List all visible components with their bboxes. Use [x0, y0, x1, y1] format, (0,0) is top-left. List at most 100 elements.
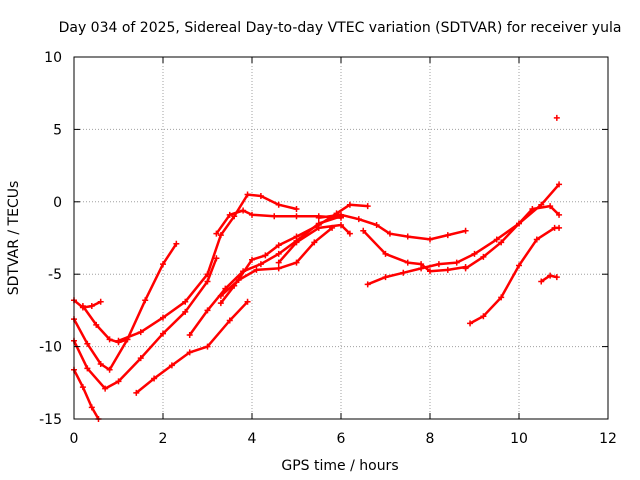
data-point	[404, 233, 411, 240]
data-point	[498, 239, 505, 246]
data-point	[88, 404, 95, 411]
series-line-s5	[72, 368, 100, 421]
y-tick-label: 5	[53, 122, 62, 138]
data-point	[235, 276, 242, 283]
data-series	[71, 114, 563, 422]
data-point	[160, 330, 166, 337]
data-point	[275, 259, 282, 266]
data-point	[553, 114, 560, 121]
data-point	[293, 213, 300, 220]
data-point	[556, 211, 563, 218]
x-tick-labels: 0 2 4 6 8 10 12	[70, 431, 617, 447]
data-point	[249, 211, 255, 218]
data-point	[553, 274, 560, 281]
data-point	[556, 181, 563, 188]
data-point	[293, 259, 300, 266]
data-point	[84, 340, 91, 347]
data-point	[168, 362, 175, 369]
x-axis-label: GPS time / hours	[281, 458, 398, 474]
x-tick-label: 8	[426, 431, 435, 447]
data-point	[364, 203, 371, 210]
data-point	[418, 265, 425, 272]
data-point	[217, 300, 224, 307]
data-point	[173, 240, 180, 247]
data-point	[382, 274, 389, 281]
y-tick-labels: -15 -10 -5 0 5 10	[39, 50, 62, 428]
data-point	[462, 227, 469, 234]
data-point	[355, 216, 362, 223]
series-line-s8	[188, 215, 343, 337]
data-point	[115, 378, 122, 385]
series-line-s16	[464, 204, 561, 270]
data-point	[97, 360, 104, 367]
data-point	[360, 227, 367, 234]
data-point	[480, 253, 487, 260]
data-point	[79, 303, 86, 310]
data-point	[556, 224, 563, 231]
data-point	[253, 266, 260, 273]
series-line-s3	[72, 242, 178, 372]
data-point	[453, 259, 460, 266]
grid-lines	[74, 57, 608, 419]
data-point	[257, 261, 264, 268]
data-point	[338, 221, 344, 228]
data-point	[244, 298, 251, 305]
data-point	[382, 250, 389, 257]
data-point	[182, 308, 189, 315]
data-point	[480, 313, 487, 320]
data-point	[516, 262, 522, 269]
data-point	[275, 242, 282, 249]
chart-title: Day 034 of 2025, Sidereal Day-to-day VTE…	[59, 20, 622, 36]
data-point	[346, 230, 353, 237]
data-point	[293, 206, 300, 213]
data-point	[257, 193, 264, 200]
data-point	[186, 349, 193, 356]
data-point	[182, 298, 189, 305]
data-point	[226, 211, 233, 218]
data-point	[404, 259, 411, 266]
data-point	[547, 203, 554, 210]
data-point	[444, 232, 451, 239]
data-point	[204, 271, 211, 278]
data-point	[142, 297, 149, 304]
data-point	[160, 261, 166, 268]
data-point	[293, 233, 300, 240]
data-point	[84, 365, 91, 372]
data-point	[262, 252, 269, 259]
data-point	[137, 329, 144, 336]
data-point	[213, 255, 220, 262]
data-point	[97, 298, 104, 305]
data-point	[213, 230, 220, 237]
x-tick-label: 2	[159, 431, 168, 447]
data-point	[151, 375, 158, 382]
data-point	[204, 343, 211, 350]
data-point	[204, 278, 211, 285]
data-point	[533, 236, 540, 243]
y-tick-label: -15	[39, 412, 62, 428]
data-point	[249, 256, 255, 263]
axis-ticks	[73, 56, 609, 420]
data-point	[271, 213, 278, 220]
data-point	[467, 320, 474, 327]
data-point	[137, 355, 144, 362]
data-point	[226, 317, 233, 324]
data-point	[102, 385, 109, 392]
series-line-s10	[219, 203, 369, 305]
data-point	[240, 207, 247, 214]
data-point	[516, 220, 522, 227]
data-point	[160, 314, 166, 321]
data-point	[435, 261, 442, 268]
data-point	[315, 224, 322, 231]
data-point	[427, 236, 433, 243]
y-tick-label: 10	[44, 50, 62, 66]
data-point	[217, 292, 224, 299]
data-point	[115, 337, 122, 344]
data-point	[400, 269, 407, 276]
data-point	[386, 230, 393, 237]
data-point	[471, 250, 478, 257]
data-point	[93, 321, 100, 328]
data-point	[427, 268, 433, 275]
data-point	[364, 281, 371, 288]
y-tick-label: -5	[48, 267, 62, 283]
